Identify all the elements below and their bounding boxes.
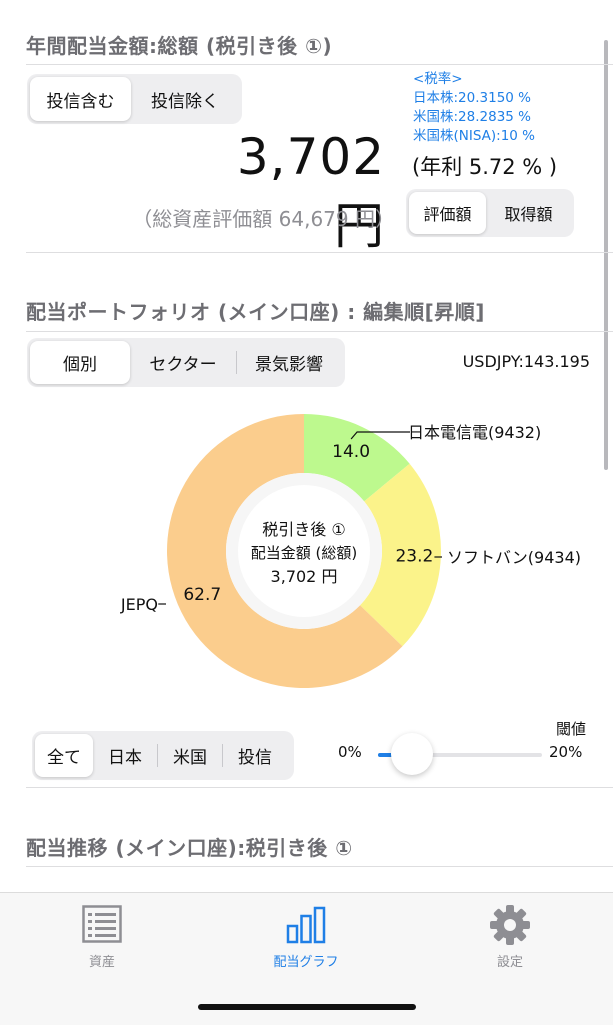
market-value-button[interactable]: 評価額 <box>409 192 486 234</box>
threshold-label: 閾値 <box>556 720 587 738</box>
segment-separator <box>222 743 223 768</box>
donut-center-line-3: 3,702 円 <box>271 567 338 586</box>
divider <box>26 252 613 253</box>
annual-yield: (年利 5.72 % ) <box>412 155 558 179</box>
dividend-amount: 3,702 円 <box>236 128 385 255</box>
threshold-max-label: 20% <box>549 743 583 761</box>
filter-us[interactable]: 米国 <box>173 748 207 768</box>
total-asset-value: （総資産評価額 64,679 円） <box>132 207 395 231</box>
tax-rate-box[interactable]: <税率> 日本株:20.3150 % 米国株:28.2835 % 米国株(NIS… <box>413 70 535 146</box>
tab-sector[interactable]: セクター <box>149 355 217 375</box>
trend-title: 配当推移 (メイン口座):税引き後 ① <box>26 836 353 860</box>
threshold-min-label: 0% <box>338 743 362 761</box>
filter-all[interactable]: 全て <box>35 734 93 777</box>
list-icon <box>82 905 122 943</box>
tax-rate-us-nisa: 米国株(NISA):10 % <box>413 128 536 144</box>
fx-rate: USDJPY:143.195 <box>462 352 590 371</box>
divider <box>26 866 613 867</box>
tax-rate-us: 米国株:28.2835 % <box>413 109 531 125</box>
divider <box>26 64 613 65</box>
tab-settings-label: 設定 <box>496 955 523 970</box>
bar-chart-icon <box>286 906 326 944</box>
valuation-toggle: 評価額 取得額 <box>406 189 574 237</box>
segment-separator <box>236 350 237 375</box>
slice-jepq[interactable] <box>166 414 403 688</box>
fund-include-button[interactable]: 投信含む <box>30 77 131 121</box>
tab-dividend-graph-label: 配当グラフ <box>273 955 339 970</box>
slice-leader-line <box>350 431 410 440</box>
market-filter-tabs: 全て 日本 米国 投信 <box>32 731 294 780</box>
fund-toggle: 投信含む 投信除く <box>27 74 242 124</box>
gear-icon <box>490 905 530 945</box>
dividend-donut-chart[interactable]: 14.0 日本電信電(9432) 23.2 ソフトバン(9434) 62.7 JEPQ 税… <box>0 395 613 715</box>
threshold-slider-track[interactable] <box>378 733 542 775</box>
filter-japan[interactable]: 日本 <box>108 748 142 768</box>
slice-category-label: 日本電信電(9432) <box>408 423 541 442</box>
tax-rate-heading: <税率> <box>413 71 463 87</box>
slice-value-label: 62.7 <box>183 585 221 605</box>
scroll-indicator[interactable] <box>604 40 608 470</box>
slice-value-label: 23.2 <box>395 546 433 566</box>
tab-individual[interactable]: 個別 <box>30 341 130 384</box>
home-indicator <box>198 1004 416 1010</box>
tab-economic-impact[interactable]: 景気影響 <box>255 355 323 375</box>
portfolio-title: 配当ポートフォリオ (メイン口座) : 編集順[昇順] <box>26 300 485 324</box>
donut-hole <box>238 485 370 617</box>
tab-bar: 資産 配当グラフ 設定 <box>0 892 613 1025</box>
slice-category-label: ソフトバン(9434) <box>447 548 581 567</box>
fund-exclude-button[interactable]: 投信除く <box>151 91 219 112</box>
divider <box>26 787 613 788</box>
donut-center-line-2: 配当金額 (総額) <box>251 544 357 562</box>
divider <box>26 331 613 332</box>
slice-softbank[interactable] <box>360 463 441 647</box>
donut-center-line-1: 税引き後 ① <box>262 520 345 539</box>
slice-value-label: 14.0 <box>332 442 370 462</box>
slice-ntt[interactable] <box>304 414 410 502</box>
portfolio-view-tabs: 個別 セクター 景気影響 <box>27 338 345 387</box>
tab-assets-label: 資産 <box>88 955 115 970</box>
cost-value-button[interactable]: 取得額 <box>504 205 553 224</box>
summary-title: 年間配当金額:総額 (税引き後 ①) <box>26 34 333 58</box>
slice-category-label: JEPQ <box>120 595 158 614</box>
filter-funds[interactable]: 投信 <box>238 748 272 768</box>
threshold-slider-knob[interactable] <box>390 733 433 775</box>
segment-separator <box>157 743 158 768</box>
threshold-slider-fill <box>378 753 395 757</box>
tax-rate-jp: 日本株:20.3150 % <box>413 90 531 106</box>
